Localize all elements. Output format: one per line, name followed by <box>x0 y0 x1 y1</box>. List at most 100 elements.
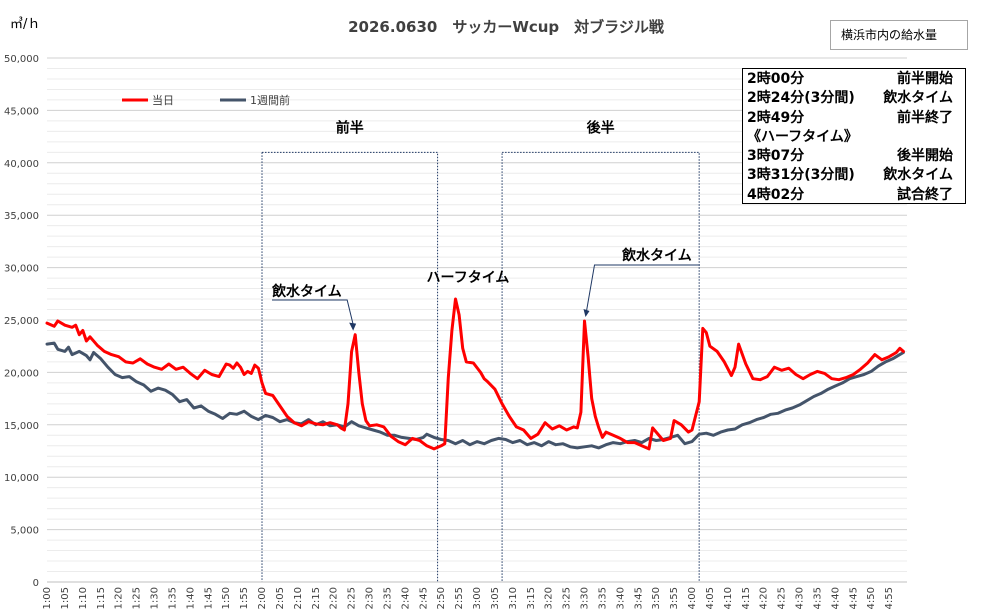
series-lines <box>45 297 905 451</box>
x-tick-label: 2:35 <box>382 587 393 609</box>
schedule-event: 飲水タイム <box>883 90 953 107</box>
x-tick-label: 3:45 <box>633 587 644 609</box>
schedule-time: 2時00分 <box>747 71 805 87</box>
x-tick-label: 4:15 <box>741 587 752 609</box>
x-tick-label: 1:00 <box>42 587 53 609</box>
annotation-leader <box>272 299 354 325</box>
x-tick-label: 3:55 <box>669 587 680 609</box>
y-tick-label: 35,000 <box>4 211 39 222</box>
x-tick-label: 4:20 <box>759 587 770 609</box>
schedule-time: 3時07分 <box>747 148 805 165</box>
x-tick-label: 4:35 <box>812 587 823 609</box>
x-tick-label: 3:15 <box>526 587 537 609</box>
legend: 当日 1週間前 <box>122 93 290 107</box>
x-tick-label: 3:35 <box>597 587 608 609</box>
x-tick-label: 3:20 <box>544 587 555 609</box>
x-tick-label: 1:05 <box>60 587 71 609</box>
y-tick-label: 10,000 <box>4 473 39 484</box>
x-tick-label: 1:55 <box>239 587 250 609</box>
schedule-row: 《ハーフタイム》 <box>747 128 961 147</box>
x-tick-label: 2:20 <box>329 587 340 609</box>
x-tick-label: 1:15 <box>96 587 107 609</box>
schedule-time: 3時31分(3分間) <box>747 167 855 184</box>
series-line-today <box>45 297 905 451</box>
series-line-week-before <box>45 341 905 450</box>
schedule-event: 飲水タイム <box>883 167 953 184</box>
y-tick-label: 40,000 <box>4 159 39 170</box>
x-tick-label: 3:25 <box>562 587 573 609</box>
y-tick-label: 50,000 <box>4 54 39 65</box>
schedule-event: 前半開始 <box>897 71 953 87</box>
x-tick-label: 3:30 <box>580 587 591 609</box>
x-tick-label: 3:40 <box>615 587 626 609</box>
x-tick-label: 3:00 <box>472 587 483 609</box>
y-unit-label: ㎥/ｈ <box>10 17 40 32</box>
x-tick-label: 2:25 <box>347 587 358 609</box>
x-tick-label: 2:40 <box>400 587 411 609</box>
chart-title: 2026.0630 サッカーWcup 対ブラジル戦 <box>348 18 665 36</box>
schedule-row: 3時07分 後半開始 <box>747 147 961 166</box>
y-tick-label: 25,000 <box>4 316 39 327</box>
x-tick-label: 4:00 <box>687 587 698 609</box>
annotation-arrowhead <box>583 309 590 318</box>
schedule-time: 《ハーフタイム》 <box>747 128 858 145</box>
annotation-leader <box>586 264 700 312</box>
x-tick-label: 1:35 <box>167 587 178 609</box>
annotation-label: 飲水タイム <box>621 247 692 264</box>
x-tick-label: 3:50 <box>651 587 662 609</box>
x-tick-label: 3:05 <box>490 587 501 609</box>
x-tick-label: 2:00 <box>257 587 268 609</box>
y-tick-label: 5,000 <box>10 526 39 537</box>
schedule-time: 2時49分 <box>747 109 805 126</box>
x-tick-label: 4:50 <box>866 587 877 609</box>
region-box <box>501 151 700 583</box>
x-tick-label: 4:30 <box>795 587 806 609</box>
y-tick-label: 15,000 <box>4 421 39 432</box>
schedule-event: 後半開始 <box>897 148 953 165</box>
schedule-time: 2時24分(3分間) <box>747 90 855 107</box>
x-tick-label: 2:55 <box>454 587 465 609</box>
axes: 0 5,000 10,000 15,000 20,000 25,000 30,000 35,0… <box>4 54 907 609</box>
x-tick-label: 1:30 <box>150 587 161 609</box>
y-tick-label: 0 <box>33 578 39 589</box>
y-tick-label: 45,000 <box>4 106 39 117</box>
schedule-row: 3時31分(3分間) 飲水タイム <box>747 166 961 185</box>
x-tick-label: 1:50 <box>221 587 232 609</box>
region-label: 後半 <box>587 119 615 136</box>
legend-label: 1週間前 <box>250 93 290 107</box>
x-tick-label: 4:05 <box>705 587 716 609</box>
schedule-row: 2時00分 前半開始 <box>747 70 961 89</box>
schedule-event <box>953 128 961 147</box>
x-tick-label: 1:25 <box>132 587 143 609</box>
region-label: 前半 <box>336 119 364 136</box>
x-tick-label: 4:55 <box>884 587 895 609</box>
x-tick-label: 4:10 <box>723 587 734 609</box>
schedule-row: 4時02分 試合終了 <box>747 186 961 205</box>
x-tick-label: 1:20 <box>114 587 125 609</box>
annotation-label: 飲水タイム <box>271 283 342 300</box>
x-tick-label: 1:45 <box>203 587 214 609</box>
y-tick-label: 20,000 <box>4 368 39 379</box>
schedule-row: 2時24分(3分間) 飲水タイム <box>747 89 961 108</box>
x-tick-label: 4:40 <box>830 587 841 609</box>
schedule-box: 2時00分 前半開始 2時24分(3分間) 飲水タイム 2時49分 前半終了 《ハーフタイム… <box>742 68 966 204</box>
x-tick-label: 2:50 <box>436 587 447 609</box>
x-tick-label: 1:10 <box>78 587 89 609</box>
corner-label: 横浜市内の給水量 <box>830 20 968 50</box>
x-tick-label: 2:10 <box>293 587 304 609</box>
x-tick-label: 4:45 <box>848 587 859 609</box>
legend-label: 当日 <box>152 93 174 107</box>
schedule-event: 試合終了 <box>897 186 953 203</box>
x-tick-label: 2:05 <box>275 587 286 609</box>
half-regions: 前半 後半 <box>261 119 700 583</box>
x-tick-label: 2:45 <box>418 587 429 609</box>
y-tick-label: 30,000 <box>4 264 39 275</box>
annotation-label: ハーフタイム <box>427 270 510 286</box>
x-tick-label: 2:15 <box>311 587 322 609</box>
annotation-arrowhead <box>349 322 357 331</box>
x-tick-label: 3:10 <box>508 587 519 609</box>
schedule-row: 2時49分 前半終了 <box>747 109 961 128</box>
x-tick-label: 2:30 <box>365 587 376 609</box>
